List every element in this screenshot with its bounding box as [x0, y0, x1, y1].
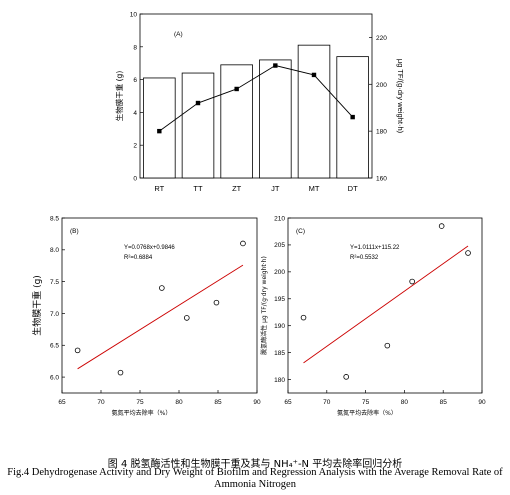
panel-c-equation: Y=1.0111x+115.22	[350, 245, 400, 251]
y-tick-label-left: 2	[133, 143, 137, 150]
activity-point-RT	[157, 128, 162, 134]
panel-b-x-tick-label: 80	[175, 399, 183, 406]
panel-c-scatter-chart: 65 70 75 80 85 90 180 185 190 195 200 205 210 (C) Y=1.…	[260, 215, 486, 417]
panel-b-r2: R²=0.6884	[124, 255, 153, 261]
panel-c-label: (C)	[296, 228, 305, 235]
x-tick-label-DT: DT	[348, 184, 358, 193]
panel-c-x-tick-label: 65	[284, 399, 292, 406]
x-tick-label-ZT: ZT	[232, 184, 242, 193]
activity-line	[159, 65, 353, 132]
panel-c-x-tick-label: 70	[323, 399, 331, 406]
panel-b-x-tick-label: 90	[253, 399, 261, 406]
y-tick-label-right: 180	[376, 129, 387, 136]
panel-b-y-tick-label: 7.0	[50, 311, 59, 318]
bar-JT	[259, 59, 292, 179]
panel-a-bar-chart: RT TT ZT JT MT DT 0 2 4 6 8 10 160 180 200 220 (A) 生物膜干重 …	[114, 12, 405, 194]
panel-b-y-axis-label: 生物膜干重 (g)	[31, 275, 43, 336]
bar-ZT	[220, 64, 253, 179]
x-tick-label-MT: MT	[309, 184, 320, 193]
panel-c-frame	[287, 217, 483, 394]
caption-chinese: 图 4 脱氢酶活性和生物膜干重及其与 NH₄⁺-N 平均去除率回归分析	[107, 459, 403, 470]
panel-c-point-5	[438, 223, 445, 229]
panel-b-x-tick-label: 75	[136, 399, 144, 406]
bar-TT	[181, 72, 215, 179]
y-axis-label-right: μg TF/(g·dry weight·h)	[396, 59, 405, 134]
y-tick-label-left: 10	[130, 12, 138, 19]
panel-b-x-tick-label: 70	[97, 399, 105, 406]
panel-c-y-tick-label: 185	[274, 350, 285, 357]
caption-english-line-1: Fig.4 Dehydrogenase Activity and Dry Wei…	[7, 467, 503, 478]
panel-b-y-tick-label: 6.5	[50, 343, 59, 350]
activity-point-TT	[195, 100, 201, 106]
x-tick-label-TT: TT	[193, 184, 203, 193]
panel-b-x-tick-label: 85	[214, 399, 222, 406]
caption-english-line-2: Ammonia Nitrogen	[214, 479, 296, 490]
panel-b-point-1	[74, 347, 81, 354]
y-tick-label-right: 200	[376, 82, 387, 89]
panel-b-frame	[61, 217, 258, 394]
panel-c-x-axis-label: 氨氮平均去除率（%）	[337, 409, 397, 417]
panel-b-point-4	[184, 315, 190, 321]
panel-c-x-tick-label: 90	[478, 399, 486, 406]
panel-c-y-tick-label: 190	[274, 323, 285, 330]
panel-c-r2: R²=0.5532	[350, 255, 379, 261]
panel-c-x-tick-label: 85	[440, 399, 448, 406]
bar-MT	[297, 44, 331, 179]
panel-b-point-3	[159, 285, 165, 291]
panel-a-frame	[139, 13, 373, 179]
panel-c-x-tick-label: 80	[401, 399, 409, 406]
panel-b-point-5	[213, 299, 220, 306]
panel-c-point-4	[409, 278, 415, 285]
panel-b-regression-line	[77, 264, 244, 370]
y-tick-label-right: 220	[376, 35, 387, 42]
panel-b-x-axis-label: 氨氮平均去除率（%）	[112, 409, 172, 417]
y-tick-label-right: 160	[376, 176, 387, 183]
panel-a-label: (A)	[174, 31, 183, 38]
panel-c-y-tick-label: 200	[274, 269, 285, 276]
panel-b-equation: Y=0.0768x+0.9846	[124, 245, 175, 251]
panel-c-y-axis-label: 脱氢酶活性 μg TF/(g·dry weight·h)	[260, 256, 268, 355]
panel-c-x-tick-label: 75	[362, 399, 370, 406]
y-tick-label-left: 0	[133, 176, 137, 183]
x-tick-label-RT: RT	[154, 184, 164, 193]
panel-b-y-tick-label: 8.5	[50, 215, 59, 222]
x-tick-label-JT: JT	[271, 184, 280, 193]
panel-c-y-tick-label: 205	[274, 242, 285, 249]
panel-c-regression-line	[303, 245, 469, 364]
activity-point-DT	[350, 114, 355, 120]
y-tick-label-left: 8	[133, 44, 137, 51]
bar-RT	[143, 77, 176, 179]
y-tick-label-left: 4	[133, 110, 137, 117]
panel-c-point-6	[465, 250, 471, 256]
activity-point-ZT	[234, 86, 239, 92]
panel-c-y-tick-label: 210	[274, 215, 285, 222]
panel-b-y-tick-label: 7.5	[50, 279, 59, 286]
panel-b-point-2	[117, 369, 124, 376]
panel-c-y-tick-label: 180	[274, 377, 285, 384]
panel-c-point-2	[343, 374, 350, 380]
y-axis-label-left: 生物膜干重 (g)	[114, 71, 124, 122]
panel-b-y-tick-label: 6.0	[50, 374, 59, 381]
panel-b-label: (B)	[70, 228, 79, 235]
panel-b-x-tick-label: 65	[58, 399, 66, 406]
panel-b-point-6	[240, 240, 246, 247]
caption-english: Fig.4 Dehydrogenase Activity and Dry Wei…	[0, 467, 510, 491]
panel-b-scatter-chart: 65 70 75 80 85 90 6.0 6.5 7.0 7.5 8.0 8.5 (B) Y=0.076…	[31, 215, 261, 417]
panel-c-y-tick-label: 195	[274, 296, 285, 303]
panel-c-point-1	[300, 314, 307, 321]
activity-point-MT	[311, 72, 317, 78]
activity-point-JT	[273, 63, 278, 68]
panel-b-y-tick-label: 8.0	[50, 247, 59, 254]
y-tick-label-left: 6	[133, 77, 137, 84]
panel-c-point-3	[384, 342, 391, 349]
